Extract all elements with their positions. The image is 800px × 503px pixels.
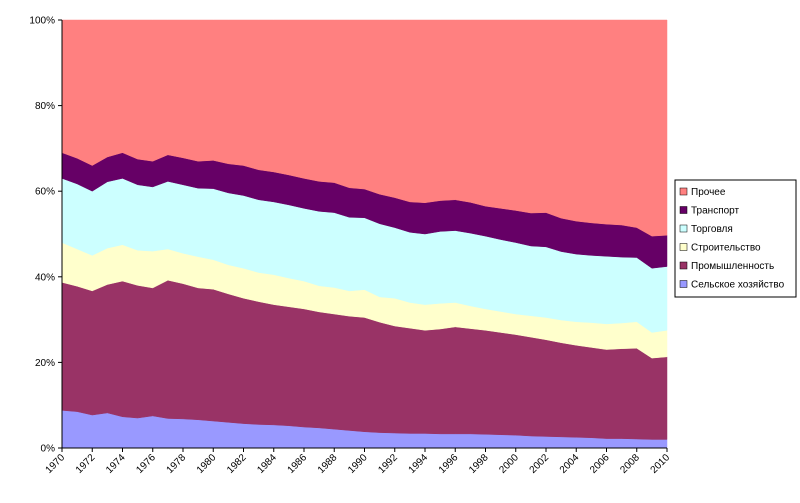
x-tick-label: 1982 [225, 452, 249, 476]
x-tick-label: 1984 [255, 452, 279, 476]
legend-label: Промышленность [691, 261, 774, 272]
x-tick-label: 1972 [74, 452, 98, 476]
x-tick-label: 2002 [528, 452, 552, 476]
x-tick-label: 2000 [497, 452, 521, 476]
x-tick-label: 2004 [558, 452, 582, 476]
y-tick-label: 100% [29, 16, 55, 27]
legend-swatch [679, 243, 688, 251]
legend-swatch [679, 206, 688, 214]
area [61, 19, 668, 237]
legend-swatch [679, 261, 688, 270]
y-tick-label: 60% [35, 187, 55, 198]
x-tick-label: 1992 [376, 452, 400, 476]
legend-label: Строительство [691, 243, 761, 254]
x-tick-label: 1996 [437, 452, 461, 476]
y-tick-label: 40% [35, 272, 55, 283]
x-tick-label: 1990 [346, 452, 370, 476]
legend-box [674, 179, 797, 298]
legend-label: Сельское хозяйство [691, 280, 785, 291]
legend-label: Транспорт [691, 206, 740, 217]
x-tick-label: 2006 [588, 452, 612, 476]
x-tick-label: 1998 [467, 452, 491, 476]
legend-label: Торговля [691, 224, 733, 235]
x-tick-label: 1986 [286, 452, 310, 476]
y-tick-label: 20% [35, 358, 55, 369]
legend-label: Прочее [691, 187, 726, 198]
x-tick-label: 1976 [134, 452, 158, 476]
legend-swatch [679, 280, 688, 288]
y-tick-label: 80% [35, 101, 55, 112]
x-tick-label: 1974 [104, 452, 128, 476]
legend-swatch [679, 187, 688, 196]
x-tick-label: 2008 [618, 452, 642, 476]
y-tick-label: 0% [41, 444, 56, 455]
x-tick-label: 1970 [44, 452, 68, 476]
x-tick-label: 1980 [195, 452, 219, 476]
x-tick-label: 2010 [649, 452, 673, 476]
x-tick-label: 1978 [165, 452, 189, 476]
x-tick-label: 1994 [407, 452, 431, 476]
x-tick-label: 1988 [316, 452, 340, 476]
legend-swatch [679, 224, 688, 233]
